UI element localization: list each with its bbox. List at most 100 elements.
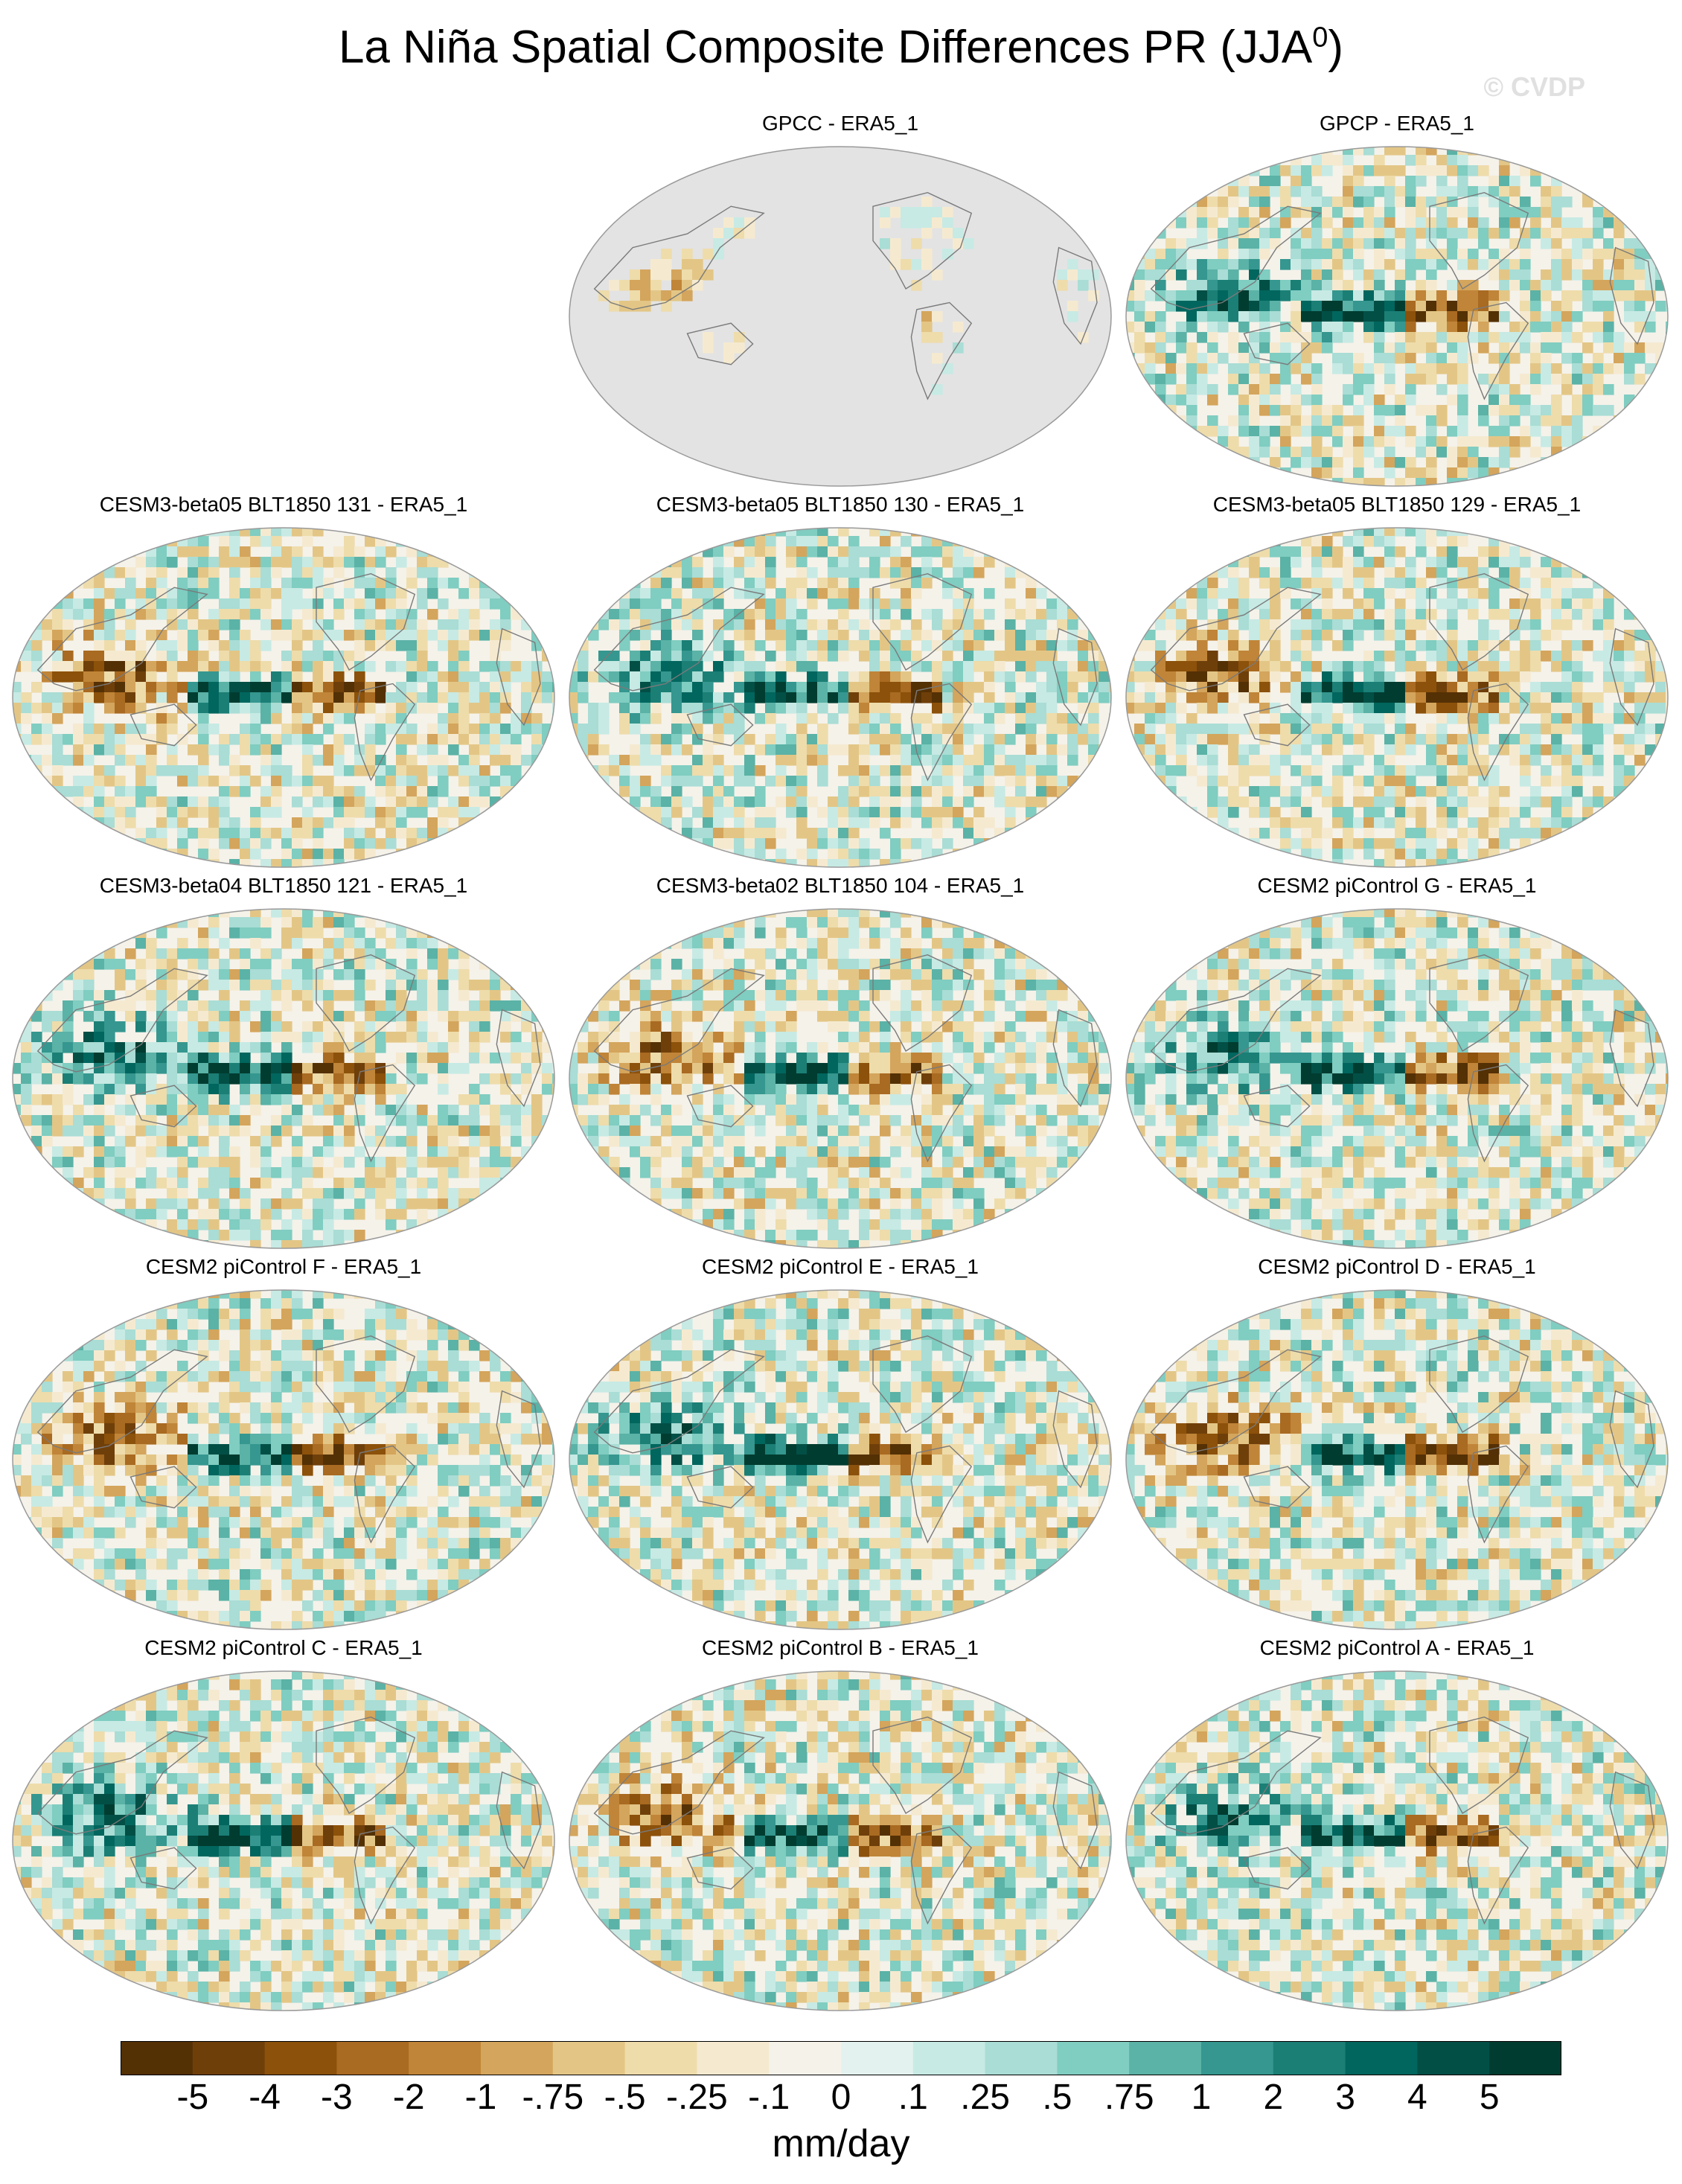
coastline bbox=[129, 703, 197, 747]
colorbar-swatch bbox=[769, 2041, 842, 2075]
coastline bbox=[1609, 1390, 1654, 1489]
map-panel-plot bbox=[569, 1670, 1112, 2011]
map-panel: CESM2 piControl D - ERA5_1 bbox=[1124, 1255, 1670, 1633]
map-panel-title: CESM2 piControl G - ERA5_1 bbox=[1257, 874, 1537, 897]
colorbar-tick-label: 2 bbox=[1263, 2078, 1284, 2117]
map-panel-title: CESM3-beta02 BLT1850 104 - ERA5_1 bbox=[656, 874, 1025, 897]
colorbar-units: mm/day bbox=[772, 2122, 910, 2165]
coastline bbox=[686, 1847, 754, 1890]
colorbar-swatch bbox=[985, 2041, 1058, 2075]
colorbar-tick-label: -3 bbox=[321, 2078, 353, 2117]
coastline bbox=[593, 587, 765, 692]
map-panel: CESM2 piControl A - ERA5_1 bbox=[1124, 1636, 1670, 2014]
map-panel: CESM3-beta05 BLT1850 131 - ERA5_1 bbox=[10, 493, 557, 871]
map-panel: CESM2 piControl C - ERA5_1 bbox=[10, 1636, 557, 2014]
coastline bbox=[910, 1064, 973, 1163]
coastline bbox=[1429, 191, 1529, 290]
colorbar-swatch bbox=[624, 2041, 697, 2075]
coastline bbox=[354, 1064, 416, 1163]
colorbar-swatch bbox=[1057, 2041, 1130, 2075]
map-outline bbox=[569, 527, 1112, 868]
coastline bbox=[496, 1771, 541, 1870]
coastline bbox=[1467, 1064, 1529, 1163]
coastline bbox=[686, 703, 754, 747]
coastline bbox=[686, 1085, 754, 1128]
map-panel-title: CESM2 piControl E - ERA5_1 bbox=[702, 1255, 979, 1278]
coastline bbox=[354, 1826, 416, 1925]
colorbar-tick-label: .1 bbox=[898, 2078, 928, 2117]
coastline bbox=[593, 205, 765, 310]
coastline bbox=[129, 1466, 197, 1509]
map-panel-title: CESM3-beta05 BLT1850 130 - ERA5_1 bbox=[656, 493, 1025, 516]
colorbar-labels: -5 -4 -3 -2 -1 -.75 -.5 -.25 -.1 0 .1 .25 .5 .75 1 2 3 4 5 bbox=[0, 2077, 1682, 2121]
map-panel-plot bbox=[1125, 1670, 1669, 2011]
map-panel: CESM3-beta04 BLT1850 121 - ERA5_1 bbox=[10, 874, 557, 1252]
figure-title: La Niña Spatial Composite Differences PR… bbox=[338, 22, 1344, 73]
colorbar-swatch bbox=[1273, 2041, 1346, 2075]
map-panel: CESM3-beta02 BLT1850 104 - ERA5_1 bbox=[567, 874, 1113, 1252]
map-panel-title: GPCP - ERA5_1 bbox=[1319, 112, 1475, 135]
coastline bbox=[1609, 1009, 1654, 1108]
colorbar bbox=[121, 2041, 1561, 2075]
colorbar-tick-label: -2 bbox=[392, 2078, 425, 2117]
coastline bbox=[316, 572, 416, 671]
coastline bbox=[1429, 954, 1529, 1052]
map-outline bbox=[569, 908, 1112, 1249]
map-outline bbox=[1125, 908, 1669, 1249]
coastline bbox=[1609, 628, 1654, 727]
map-panel-plot bbox=[12, 527, 555, 868]
map-panel-title: CESM2 piControl B - ERA5_1 bbox=[702, 1636, 979, 1659]
colorbar-swatch bbox=[481, 2041, 554, 2075]
anomaly-field bbox=[1126, 909, 1668, 1248]
map-panel-plot bbox=[12, 908, 555, 1249]
coastline bbox=[1429, 572, 1529, 671]
coastline bbox=[1429, 1716, 1529, 1814]
coastline bbox=[496, 1009, 541, 1108]
map-panel-title: CESM2 piControl C - ERA5_1 bbox=[144, 1636, 423, 1659]
map-panel-title: CESM3-beta04 BLT1850 121 - ERA5_1 bbox=[99, 874, 468, 897]
anomaly-field bbox=[569, 528, 1111, 867]
map-panel-plot bbox=[569, 146, 1112, 487]
coastline bbox=[1243, 322, 1311, 365]
map-panel: GPCC - ERA5_1 bbox=[567, 112, 1113, 490]
colorbar-tick-label: .25 bbox=[960, 2078, 1010, 2117]
coastline bbox=[1052, 246, 1098, 345]
coastline bbox=[1467, 301, 1529, 400]
colorbar-tick-label: 4 bbox=[1407, 2078, 1427, 2117]
map-panel-plot bbox=[1125, 1289, 1669, 1630]
colorbar-swatch bbox=[1201, 2041, 1274, 2075]
coastline bbox=[1467, 1445, 1529, 1544]
coastline bbox=[1467, 683, 1529, 782]
coastline bbox=[354, 1445, 416, 1544]
coastline bbox=[496, 1390, 541, 1489]
coastline bbox=[1052, 1771, 1098, 1870]
coastline bbox=[686, 322, 754, 365]
map-background bbox=[569, 147, 1111, 486]
map-panel: CESM3-beta05 BLT1850 129 - ERA5_1 bbox=[1124, 493, 1670, 871]
coastline bbox=[316, 1716, 416, 1814]
map-panel-plot bbox=[1125, 908, 1669, 1249]
coastline bbox=[1243, 1085, 1311, 1128]
coastline bbox=[1243, 1466, 1311, 1509]
coastline bbox=[910, 1445, 973, 1544]
coastline bbox=[36, 968, 208, 1073]
coastline bbox=[686, 1466, 754, 1509]
colorbar-tick-label: -.1 bbox=[748, 2078, 790, 2117]
coastline bbox=[36, 1730, 208, 1835]
colorbar-tick-label: -4 bbox=[249, 2078, 281, 2117]
copyright-watermark: © CVDP bbox=[1483, 71, 1585, 102]
coastline bbox=[872, 1716, 973, 1814]
map-outline bbox=[12, 1289, 555, 1630]
map-outline bbox=[12, 908, 555, 1249]
coastline bbox=[872, 572, 973, 671]
map-outline bbox=[1125, 1289, 1669, 1630]
coastline bbox=[1052, 628, 1098, 727]
map-outline bbox=[1125, 1670, 1669, 2011]
colorbar-tick-label: 1 bbox=[1191, 2078, 1212, 2117]
colorbar-border bbox=[121, 2041, 1561, 2075]
anomaly-field bbox=[13, 909, 554, 1248]
coastline bbox=[354, 683, 416, 782]
colorbar-swatch bbox=[192, 2041, 266, 2075]
colorbar-tick-label: 0 bbox=[831, 2078, 851, 2117]
map-panel-plot bbox=[12, 1289, 555, 1630]
